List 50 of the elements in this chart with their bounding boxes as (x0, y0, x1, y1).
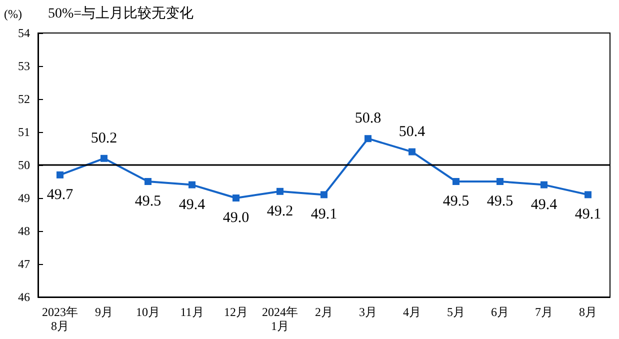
x-tick-label: 9月 (95, 305, 113, 319)
x-tick-label: 12月 (224, 305, 248, 319)
x-tick-label: 10月 (136, 305, 160, 319)
point (584, 191, 592, 198)
data-label: 49.1 (310, 206, 338, 223)
x-tick-label: 2023年 8月 (42, 305, 78, 333)
x-tick-label: 4月 (403, 305, 421, 319)
point (540, 181, 548, 188)
data-label: 49.1 (574, 206, 602, 223)
y-axis-title: (%) (4, 7, 22, 21)
x-tick-label: 11月 (180, 305, 204, 319)
point (320, 191, 328, 198)
text: 50%=与上月比较无变化 (48, 6, 194, 22)
data-label: 49.5 (486, 194, 514, 210)
data-label: 49.4 (178, 196, 206, 213)
y-tick-label: 46 (18, 290, 30, 304)
data-label: 50.4 (398, 124, 426, 140)
x-tick-label: 3月 (359, 305, 377, 319)
x-tick-label: 8月 (579, 305, 597, 319)
point (408, 148, 416, 156)
point (100, 154, 108, 162)
point (188, 181, 196, 188)
point (496, 178, 504, 185)
point (276, 188, 284, 195)
x-tick-label: 2024年 1月 (262, 305, 298, 333)
x-tick-label: 2月 (315, 305, 333, 319)
x-tick-label: 5月 (447, 305, 465, 319)
point (232, 194, 240, 202)
point (452, 178, 460, 185)
data-label: 50.8 (354, 110, 382, 127)
point (364, 135, 372, 142)
data-label: 49.4 (530, 196, 558, 213)
x-tick-label: 6月 (491, 305, 509, 319)
y-tick-label: 54 (18, 26, 30, 40)
y-tick-label: 49 (18, 191, 30, 205)
y-tick-label: 53 (18, 59, 30, 73)
data-label: 49.0 (222, 210, 250, 226)
data-label: 49.5 (442, 194, 470, 210)
data-label: 50.2 (90, 130, 118, 146)
point (56, 171, 64, 178)
y-tick-label: 50 (18, 158, 30, 172)
y-tick-label: 47 (18, 257, 30, 271)
data-label: 49.2 (266, 203, 294, 220)
y-tick-label: 52 (18, 92, 30, 106)
data-label: 49.7 (46, 186, 74, 203)
x-tick-label: 7月 (535, 305, 553, 319)
data-label: 49.5 (134, 194, 162, 210)
y-tick-label: 48 (18, 224, 30, 238)
point (144, 178, 152, 185)
y-tick-label: 51 (18, 125, 30, 139)
